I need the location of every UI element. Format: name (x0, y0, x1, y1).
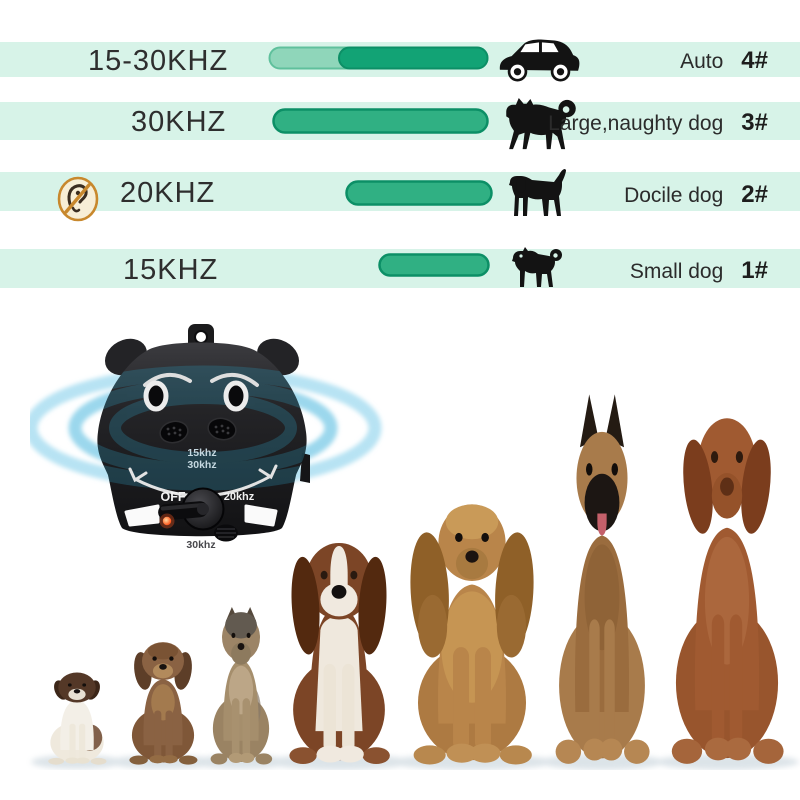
frequency-label: 20KHZ (120, 177, 216, 209)
dog-size-lineup (31, 394, 799, 770)
intensity-bar-3 (345, 180, 493, 206)
dial-right-label: 20khz (224, 491, 255, 503)
dog-pointer-puppy (48, 672, 107, 765)
selector-knob[interactable] (157, 487, 225, 531)
target-label: Large,naughty dog (548, 112, 724, 135)
target-label: Small dog (629, 260, 724, 283)
level-badge: 1# (741, 257, 768, 284)
device-eye-right (223, 380, 249, 412)
wave-overlay (97, 365, 307, 491)
speaker-nostrils (159, 417, 237, 444)
dog-spaniel-puppy (129, 642, 198, 765)
dog-cocker-spaniel (410, 504, 534, 765)
power-led (159, 513, 175, 529)
level-badge: 3# (741, 109, 768, 136)
intensity-bar-1 (268, 46, 489, 70)
device-range-label-2: 30khz (187, 459, 216, 471)
eyebrow-right (210, 373, 259, 387)
small-dog-icon (512, 247, 562, 287)
device-bottom-label: 30khz (186, 539, 215, 551)
slot-right (244, 504, 278, 527)
slot-left (124, 504, 160, 527)
intensity-bar-4 (378, 253, 490, 277)
no-hearing-icon (57, 176, 99, 222)
large-dog-icon (506, 98, 576, 150)
intensity-bar-2 (272, 108, 489, 134)
off-label: OFF (161, 490, 186, 504)
ultrasonic-repeller-device: 15khz 30khz OFF 20khz (30, 324, 382, 551)
device-range-label-1: 15khz (187, 447, 216, 459)
dog-malinois (555, 394, 650, 764)
medium-dog-icon (509, 169, 566, 216)
level-badge: 4# (741, 47, 768, 74)
target-label-row: Docile dog 2# (624, 181, 768, 209)
device-eye-left (143, 380, 169, 412)
target-label: Auto (680, 50, 724, 73)
car-icon (499, 39, 580, 82)
target-label-row: Auto 4# (680, 47, 768, 75)
dog-vizsla (671, 418, 784, 764)
dog-terrier (210, 607, 273, 765)
mic-grille (214, 524, 238, 542)
frequency-label: 15-30KHZ (88, 45, 229, 77)
frequency-label: 30KHZ (131, 106, 227, 138)
frequency-label: 15KHZ (123, 254, 219, 286)
dog-basset-hound (289, 542, 390, 765)
level-badge: 2# (741, 181, 768, 208)
eyebrow-left (143, 373, 192, 387)
target-label-row: Large,naughty dog 3# (548, 109, 768, 137)
target-label-row: Small dog 1# (630, 257, 768, 285)
target-label: Docile dog (624, 184, 724, 207)
